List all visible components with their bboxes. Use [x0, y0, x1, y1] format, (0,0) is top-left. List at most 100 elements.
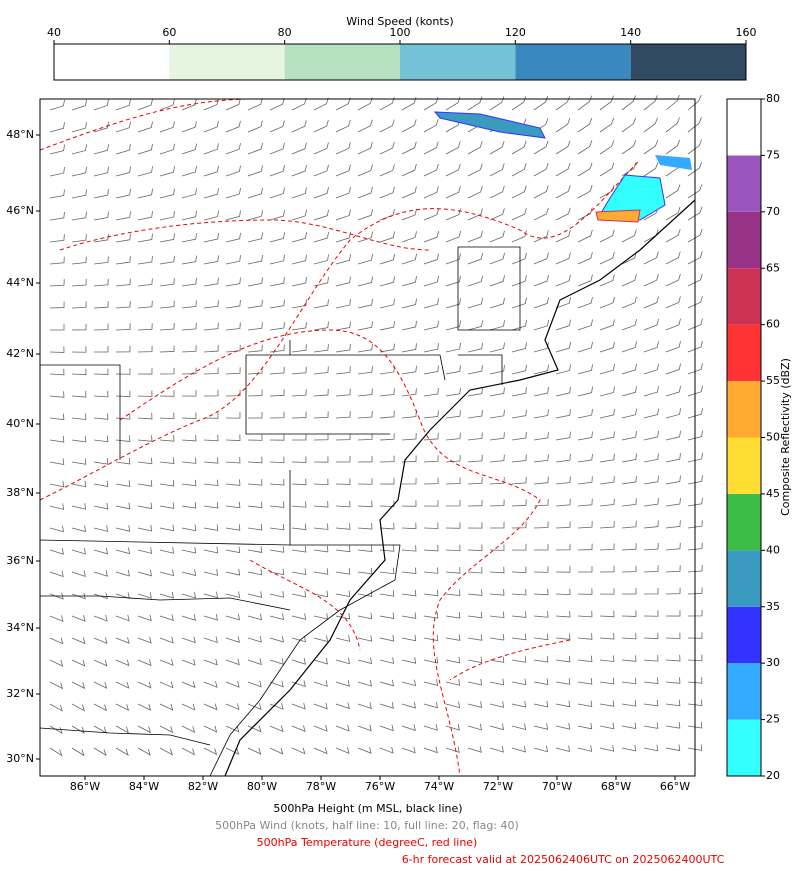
wind-barb — [225, 120, 241, 133]
wind-barb — [181, 479, 197, 487]
wind-barb — [335, 366, 351, 375]
wind-barb — [203, 613, 218, 621]
wind-barb — [665, 229, 681, 243]
wind-barb — [555, 678, 571, 685]
wind-barb — [93, 435, 109, 443]
wind-barb — [533, 678, 549, 685]
wind-barb — [181, 255, 197, 265]
wind-barb — [269, 725, 284, 733]
wind-barb — [577, 453, 593, 463]
wind-barb — [291, 277, 307, 287]
wind-barb — [269, 232, 285, 243]
lon-label: 66°W — [660, 780, 690, 793]
wind-barb — [621, 431, 637, 441]
wind-barb — [599, 655, 615, 662]
wind-barb — [247, 367, 263, 375]
wind-barb — [71, 256, 87, 265]
wind-barb — [49, 189, 65, 199]
wind-barb — [203, 546, 219, 554]
wind-barb — [445, 320, 461, 331]
wind-barb — [467, 387, 483, 397]
wind-barb — [665, 677, 681, 684]
wind-barb — [445, 230, 461, 243]
wind-barb — [489, 140, 505, 155]
wind-barb — [643, 475, 659, 485]
wind-barb — [335, 456, 351, 463]
wind-barb — [269, 299, 285, 309]
wind-barb — [203, 345, 219, 353]
wind-barb — [555, 566, 571, 573]
wind-barb — [357, 142, 373, 155]
wind-barb — [511, 566, 527, 573]
wind-barb — [291, 568, 307, 575]
wind-barb — [445, 365, 461, 375]
wind-barb — [621, 700, 637, 707]
wind-barb — [621, 386, 637, 397]
wind-barb — [335, 276, 351, 287]
wind-barb — [203, 120, 219, 133]
wind-barb — [71, 122, 87, 133]
wind-barb — [379, 365, 395, 375]
wind-barb — [115, 144, 131, 155]
wind-barb — [313, 142, 329, 155]
wind-barb — [357, 523, 373, 530]
wind-barb — [467, 656, 483, 664]
wind-barb — [181, 121, 197, 133]
wind-barb — [401, 612, 417, 619]
wind-barb — [665, 273, 681, 287]
wind-barb — [181, 390, 197, 397]
wind-barb — [423, 365, 439, 375]
wind-barb — [49, 480, 65, 488]
wind-barb — [137, 480, 153, 487]
wind-barb — [665, 542, 681, 551]
wind-barb — [137, 99, 153, 111]
wind-barb — [357, 209, 373, 221]
wind-barb — [665, 117, 680, 133]
wind-barb — [687, 744, 703, 751]
wind-barb — [555, 252, 571, 265]
precip-cells — [433, 111, 692, 223]
wind-barb — [533, 319, 549, 331]
wind-barb — [49, 747, 63, 757]
wind-barb — [643, 363, 659, 375]
wind-barb — [577, 296, 593, 309]
wind-barb — [401, 455, 417, 463]
wind-barb — [687, 340, 703, 353]
wind-barb — [555, 476, 571, 485]
wind-barb — [401, 679, 417, 687]
wind-barb — [159, 703, 174, 711]
wind-barb — [291, 254, 307, 265]
wind-barb — [599, 498, 615, 507]
wind-barb — [203, 681, 218, 688]
wind-barb — [533, 543, 549, 551]
wind-barb — [93, 747, 107, 757]
wind-barb — [181, 143, 197, 155]
wind-barb — [93, 144, 109, 155]
wind-barb — [159, 98, 175, 111]
wind-barb — [181, 98, 197, 111]
wind-barb — [511, 499, 527, 507]
wind-barb — [93, 211, 109, 221]
wind-barb — [621, 408, 637, 419]
wind-barb — [445, 253, 461, 265]
wind-barb — [137, 592, 152, 599]
wind-barb — [643, 430, 659, 441]
wind-barb — [137, 278, 153, 287]
wind-barb — [511, 163, 527, 177]
wind-barb — [291, 456, 307, 463]
wind-barb — [577, 229, 593, 243]
wind-barb — [643, 610, 659, 617]
wind-barb — [313, 635, 329, 643]
wind-barb — [379, 500, 395, 507]
wind-barb — [313, 433, 329, 441]
wind-barb — [599, 386, 615, 397]
wind-barb — [291, 433, 307, 441]
wind-barb — [335, 478, 351, 485]
wind-barb — [467, 454, 483, 463]
wind-barb — [93, 637, 108, 645]
wind-barb — [49, 167, 65, 177]
lat-label: 44°N — [6, 276, 34, 289]
wind-barb — [115, 525, 131, 532]
wind-barb — [423, 141, 439, 155]
lat-label: 32°N — [6, 687, 34, 700]
